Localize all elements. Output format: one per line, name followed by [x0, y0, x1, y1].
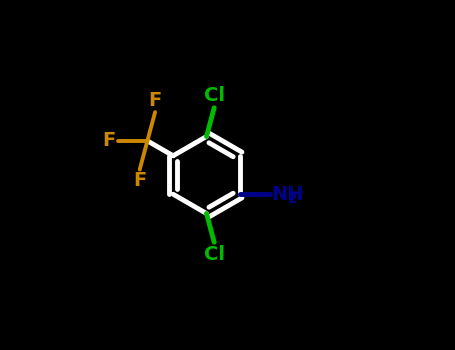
- Text: 2: 2: [288, 192, 298, 206]
- Text: F: F: [148, 91, 162, 110]
- Text: Cl: Cl: [204, 86, 225, 105]
- Text: F: F: [103, 131, 116, 150]
- Text: Cl: Cl: [204, 245, 225, 264]
- Text: F: F: [133, 172, 147, 190]
- Text: NH: NH: [271, 185, 304, 204]
